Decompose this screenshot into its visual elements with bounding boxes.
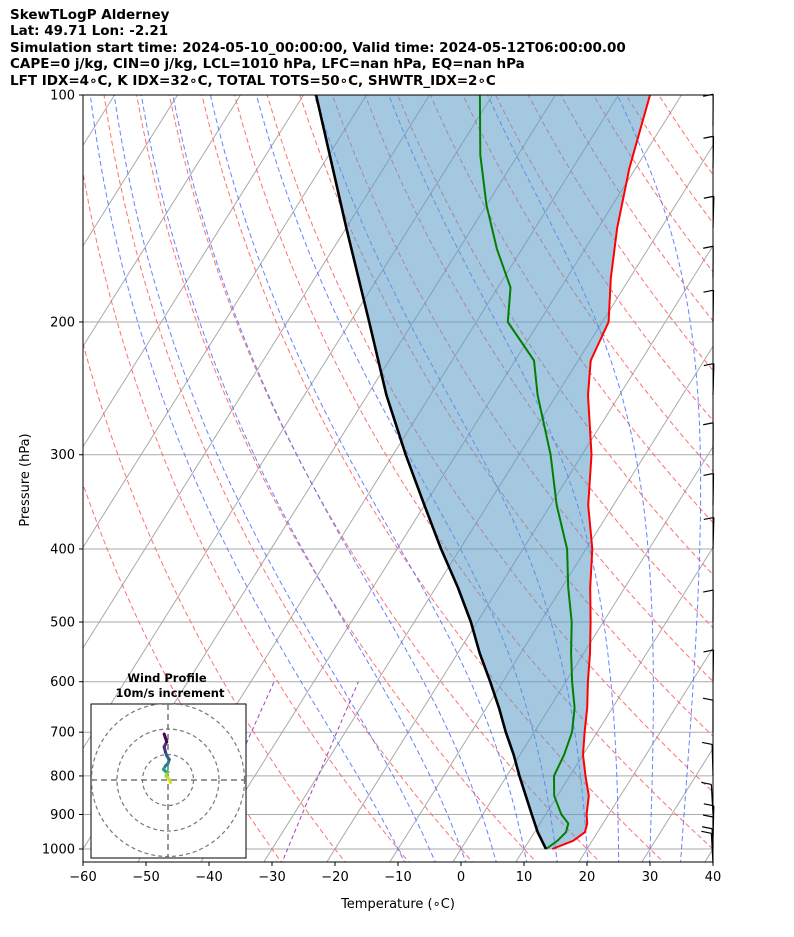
dry-adiabat bbox=[625, 95, 713, 224]
dry-adiabat bbox=[103, 95, 474, 862]
chart-title: SkewTLogP Alderney bbox=[10, 7, 170, 23]
isotherm-line bbox=[83, 95, 304, 448]
sounding-layer bbox=[314, 95, 651, 850]
isotherm-line bbox=[83, 95, 178, 247]
moist-adiabat bbox=[172, 95, 497, 862]
indices-line-1: CAPE=0 j/kg, CIN=0 j/kg, LCL=1010 hPa, L… bbox=[10, 56, 525, 73]
wind-barb-flag bbox=[703, 289, 714, 293]
y-tick-label: 400 bbox=[50, 542, 75, 557]
isotherm-line bbox=[515, 546, 713, 862]
x-tick-label: −10 bbox=[384, 870, 411, 885]
cape-shading bbox=[316, 95, 650, 849]
dry-adiabat bbox=[429, 95, 713, 524]
dry-adiabat bbox=[83, 169, 410, 862]
y-tick-label: 900 bbox=[50, 808, 75, 823]
wind-barb-flag bbox=[703, 422, 714, 426]
wind-barb bbox=[703, 589, 714, 623]
wind-barb bbox=[703, 93, 714, 127]
wind-barb-flag bbox=[703, 245, 714, 249]
y-tick-label: 1000 bbox=[42, 843, 75, 858]
x-tick-label: −40 bbox=[195, 870, 222, 885]
moist-adiabat bbox=[113, 95, 436, 862]
dewpoint-line bbox=[478, 95, 576, 850]
wind-barb bbox=[703, 422, 714, 455]
wind-barb-flag bbox=[701, 781, 712, 786]
inset-subtitle: 10m/s increment bbox=[116, 686, 225, 700]
dry-adiabat bbox=[299, 95, 713, 737]
isotherm-line bbox=[704, 848, 713, 862]
dry-adiabat bbox=[462, 95, 713, 473]
x-tick-label: −20 bbox=[321, 870, 348, 885]
dry-adiabat bbox=[593, 95, 713, 273]
y-tick-label: 800 bbox=[50, 769, 75, 784]
moist-adiabat bbox=[616, 95, 702, 862]
isotherm-line bbox=[83, 95, 367, 549]
y-axis-label: Pressure (hPa) bbox=[18, 433, 33, 526]
wind-barb-flag bbox=[701, 830, 712, 834]
x-tick-label: −50 bbox=[132, 870, 159, 885]
x-tick-label: 30 bbox=[642, 870, 659, 885]
hodograph bbox=[91, 704, 246, 858]
wind-barb-flag bbox=[703, 135, 714, 139]
wind-barb-flag bbox=[702, 741, 713, 746]
wind-barb-flag bbox=[703, 362, 714, 367]
y-tick-label: 200 bbox=[50, 315, 75, 330]
chart-header: SkewTLogP Alderney Lat: 49.71 Lon: -2.21… bbox=[10, 7, 626, 89]
moist-adiabat bbox=[209, 95, 528, 862]
dry-adiabat bbox=[266, 95, 713, 793]
y-tick-label: 100 bbox=[50, 89, 75, 104]
x-tick-label: 40 bbox=[705, 870, 722, 885]
dry-adiabat bbox=[658, 95, 713, 176]
temperature-line bbox=[551, 95, 651, 850]
y-tick-label: 700 bbox=[50, 726, 75, 741]
dry-adiabat bbox=[495, 95, 713, 422]
location-line: Lat: 49.71 Lon: -2.21 bbox=[10, 23, 169, 40]
time-line: Simulation start time: 2024-05-10_00:00:… bbox=[10, 39, 626, 56]
mixing-ratio-line bbox=[281, 681, 359, 862]
wind-barb-flag bbox=[703, 195, 714, 199]
wind-barb bbox=[703, 289, 715, 322]
axis-ticks: −60 −50 −40 −30 −20 −10 0 10 20 30 40 1000 900 800 700… bbox=[42, 89, 721, 886]
dry-adiabat bbox=[83, 341, 346, 862]
dry-adiabat bbox=[136, 95, 537, 862]
wind-barb bbox=[702, 741, 714, 776]
x-axis-label: Temperature (∘C) bbox=[340, 897, 455, 912]
isotherm-line bbox=[578, 646, 713, 862]
x-tick-label: 0 bbox=[457, 870, 465, 885]
wind-barb bbox=[703, 362, 715, 396]
isotherm-line bbox=[641, 747, 713, 862]
wind-barb-flag bbox=[703, 516, 714, 521]
wind-barb bbox=[703, 245, 714, 279]
hodograph-segment bbox=[162, 732, 169, 744]
wind-barbs bbox=[701, 93, 715, 864]
wind-barb-flag bbox=[703, 472, 714, 476]
wind-barb bbox=[702, 697, 714, 733]
wind-barb bbox=[703, 472, 715, 506]
inset-title: Wind Profile bbox=[127, 671, 207, 685]
x-tick-label: 10 bbox=[516, 870, 533, 885]
wind-barb-flag bbox=[703, 649, 714, 653]
x-tick-label: −60 bbox=[69, 870, 96, 885]
moist-adiabat bbox=[140, 95, 467, 862]
y-tick-label: 600 bbox=[50, 675, 75, 690]
y-tick-label: 300 bbox=[50, 448, 75, 463]
wind-barb-flag bbox=[702, 814, 714, 818]
wind-barb-flag bbox=[702, 697, 714, 701]
x-tick-label: 20 bbox=[579, 870, 596, 885]
indices-line-2: LFT IDX=4∘C, K IDX=32∘C, TOTAL TOTS=50∘C… bbox=[10, 72, 496, 89]
x-tick-label: −30 bbox=[258, 870, 285, 885]
wind-barb-flag bbox=[703, 589, 714, 593]
y-tick-label: 500 bbox=[50, 616, 75, 631]
parcel-line bbox=[314, 95, 548, 850]
wind-barb-flag bbox=[702, 826, 713, 830]
isotherm-line bbox=[83, 95, 241, 348]
moist-adiabat bbox=[89, 95, 406, 862]
background-lines bbox=[83, 95, 713, 862]
